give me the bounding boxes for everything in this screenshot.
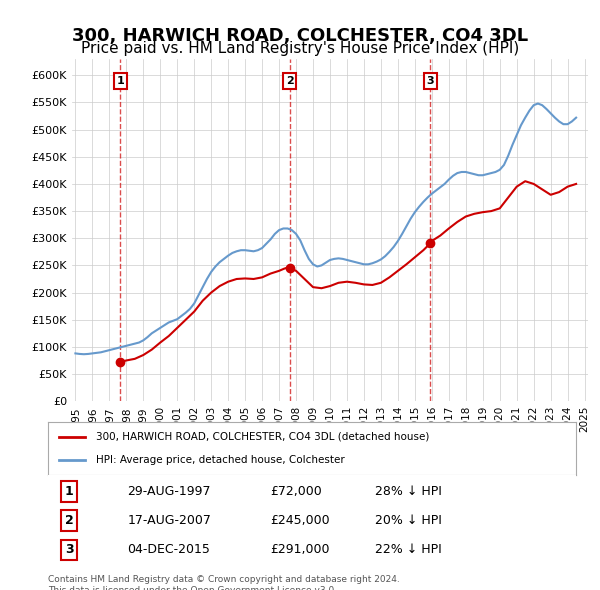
Text: 300, HARWICH ROAD, COLCHESTER, CO4 3DL: 300, HARWICH ROAD, COLCHESTER, CO4 3DL bbox=[72, 27, 528, 45]
Text: Contains HM Land Registry data © Crown copyright and database right 2024.
This d: Contains HM Land Registry data © Crown c… bbox=[48, 575, 400, 590]
Text: 17-AUG-2007: 17-AUG-2007 bbox=[127, 514, 211, 527]
Text: 04-DEC-2015: 04-DEC-2015 bbox=[127, 543, 210, 556]
Text: 1: 1 bbox=[65, 485, 73, 498]
Text: 2: 2 bbox=[65, 514, 73, 527]
Text: 3: 3 bbox=[427, 76, 434, 86]
Text: 22% ↓ HPI: 22% ↓ HPI bbox=[376, 543, 442, 556]
Text: 28% ↓ HPI: 28% ↓ HPI bbox=[376, 485, 442, 498]
Text: 2: 2 bbox=[286, 76, 293, 86]
Text: Price paid vs. HM Land Registry's House Price Index (HPI): Price paid vs. HM Land Registry's House … bbox=[81, 41, 519, 56]
Text: HPI: Average price, detached house, Colchester: HPI: Average price, detached house, Colc… bbox=[95, 455, 344, 465]
Text: 20% ↓ HPI: 20% ↓ HPI bbox=[376, 514, 442, 527]
Text: £72,000: £72,000 bbox=[270, 485, 322, 498]
Text: 300, HARWICH ROAD, COLCHESTER, CO4 3DL (detached house): 300, HARWICH ROAD, COLCHESTER, CO4 3DL (… bbox=[95, 432, 429, 442]
Text: £245,000: £245,000 bbox=[270, 514, 329, 527]
Text: 1: 1 bbox=[116, 76, 124, 86]
Text: 29-AUG-1997: 29-AUG-1997 bbox=[127, 485, 211, 498]
Text: £291,000: £291,000 bbox=[270, 543, 329, 556]
Text: 3: 3 bbox=[65, 543, 73, 556]
